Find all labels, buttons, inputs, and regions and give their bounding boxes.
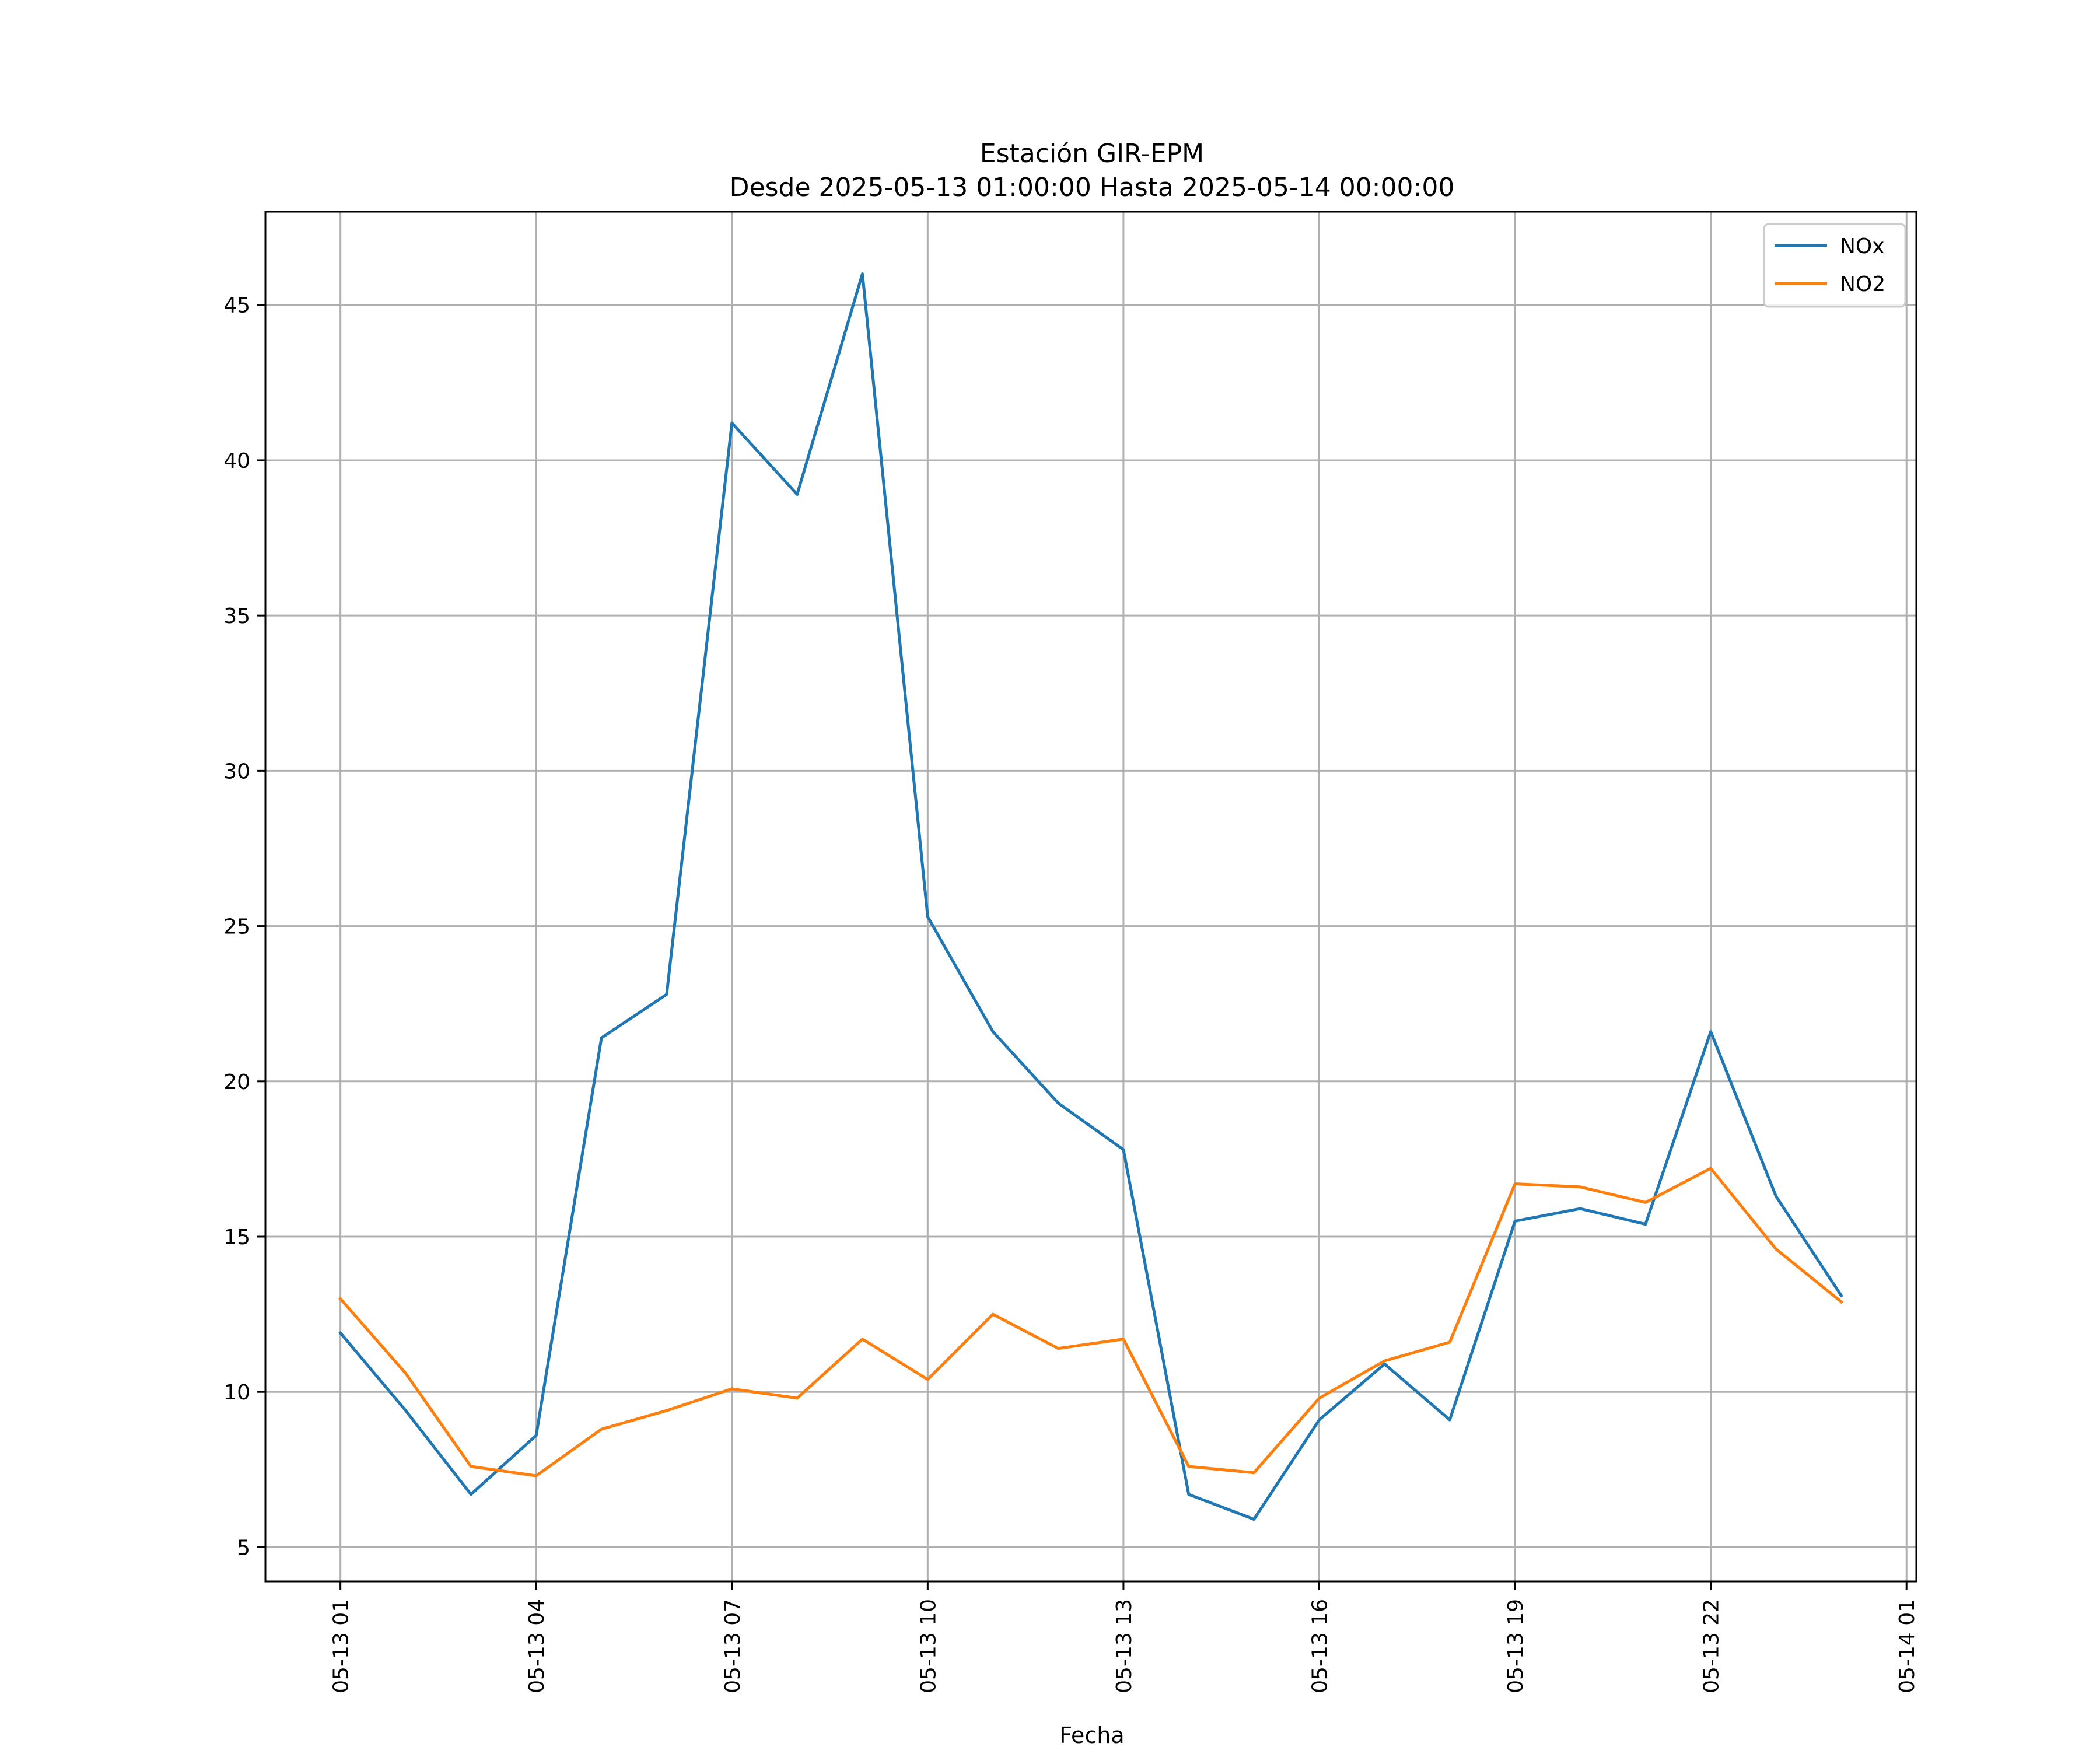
y-tick-label: 5 [237,1536,250,1560]
y-tick-label: 15 [223,1226,250,1250]
series-line-no2 [338,1167,1843,1478]
plot-area-frame [264,211,1917,1583]
legend-label-nox: NOx [1840,235,1885,258]
x-tick-label: 05-14 01 [1895,1599,1919,1693]
x-tick-label: 05-13 07 [721,1599,745,1693]
y-tick-label: 45 [223,294,250,318]
grid [265,212,1916,1581]
y-tick-label: 40 [223,449,250,473]
x-tick-label: 05-13 22 [1700,1599,1724,1693]
legend-label-no2: NO2 [1840,272,1885,296]
x-tick-label: 05-13 16 [1308,1599,1332,1693]
x-tick-label: 05-13 01 [330,1599,354,1693]
x-axis-label: Fecha [1059,1723,1124,1748]
x-tick-label: 05-13 10 [916,1599,940,1693]
series-line-nox [338,272,1843,1521]
x-tick-label: 05-13 19 [1504,1599,1528,1693]
y-tick-label: 20 [223,1070,250,1094]
y-tick-label: 35 [223,604,250,628]
series-lines [338,272,1843,1521]
x-tick-label: 05-13 04 [525,1599,549,1693]
y-tick-label: 30 [223,760,250,783]
y-tick-label: 10 [223,1381,250,1405]
chart-title: Estación GIR-EPM [980,139,1204,169]
x-tick-label: 05-13 13 [1112,1599,1136,1693]
chart-subtitle: Desde 2025-05-13 01:00:00 Hasta 2025-05-… [730,173,1455,202]
legend: NOx NO2 [1763,223,1906,308]
axis-ticks: 05-13 01 05-13 04 05-13 07 05-13 10 05-13 13… [223,294,1919,1693]
y-tick-label: 25 [223,915,250,939]
